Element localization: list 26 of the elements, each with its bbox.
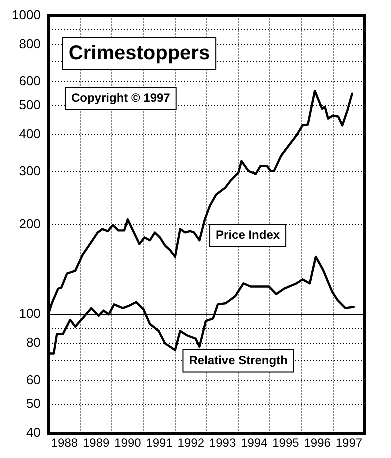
text: Crimestoppers bbox=[68, 42, 210, 64]
x-tick-label: 1988 bbox=[51, 436, 78, 450]
x-tick-label: 1991 bbox=[146, 436, 174, 450]
y-tick-label: 500 bbox=[19, 97, 41, 112]
y-tick-label: 60 bbox=[26, 372, 41, 388]
x-tick-label: 1996 bbox=[304, 436, 332, 450]
x-tick-label: 1995 bbox=[272, 436, 300, 450]
x-tick-label: 1990 bbox=[114, 436, 142, 450]
y-tick-label: 300 bbox=[19, 164, 41, 179]
x-tick-label: 1989 bbox=[82, 436, 110, 450]
y-tick-label: 400 bbox=[19, 126, 41, 142]
x-tick-label: 1997 bbox=[336, 436, 363, 450]
series-label: Price Index bbox=[216, 228, 280, 242]
y-tick-label: 100 bbox=[19, 306, 41, 322]
y-tick-label: 1000 bbox=[12, 7, 41, 22]
y-tick-label: 80 bbox=[26, 335, 41, 350]
x-tick-label: 1992 bbox=[178, 436, 205, 450]
y-tick-label: 800 bbox=[19, 36, 41, 52]
series-label: Relative Strength bbox=[189, 353, 288, 368]
y-tick-label: 50 bbox=[26, 396, 41, 412]
y-tick-label: 200 bbox=[19, 216, 41, 232]
x-tick-label: 1993 bbox=[209, 436, 236, 450]
y-tick-label: 40 bbox=[26, 425, 41, 440]
x-tick-label: 1994 bbox=[241, 436, 268, 450]
annotation: Copyright © 1997 bbox=[71, 91, 171, 106]
y-tick-label: 600 bbox=[19, 74, 41, 89]
